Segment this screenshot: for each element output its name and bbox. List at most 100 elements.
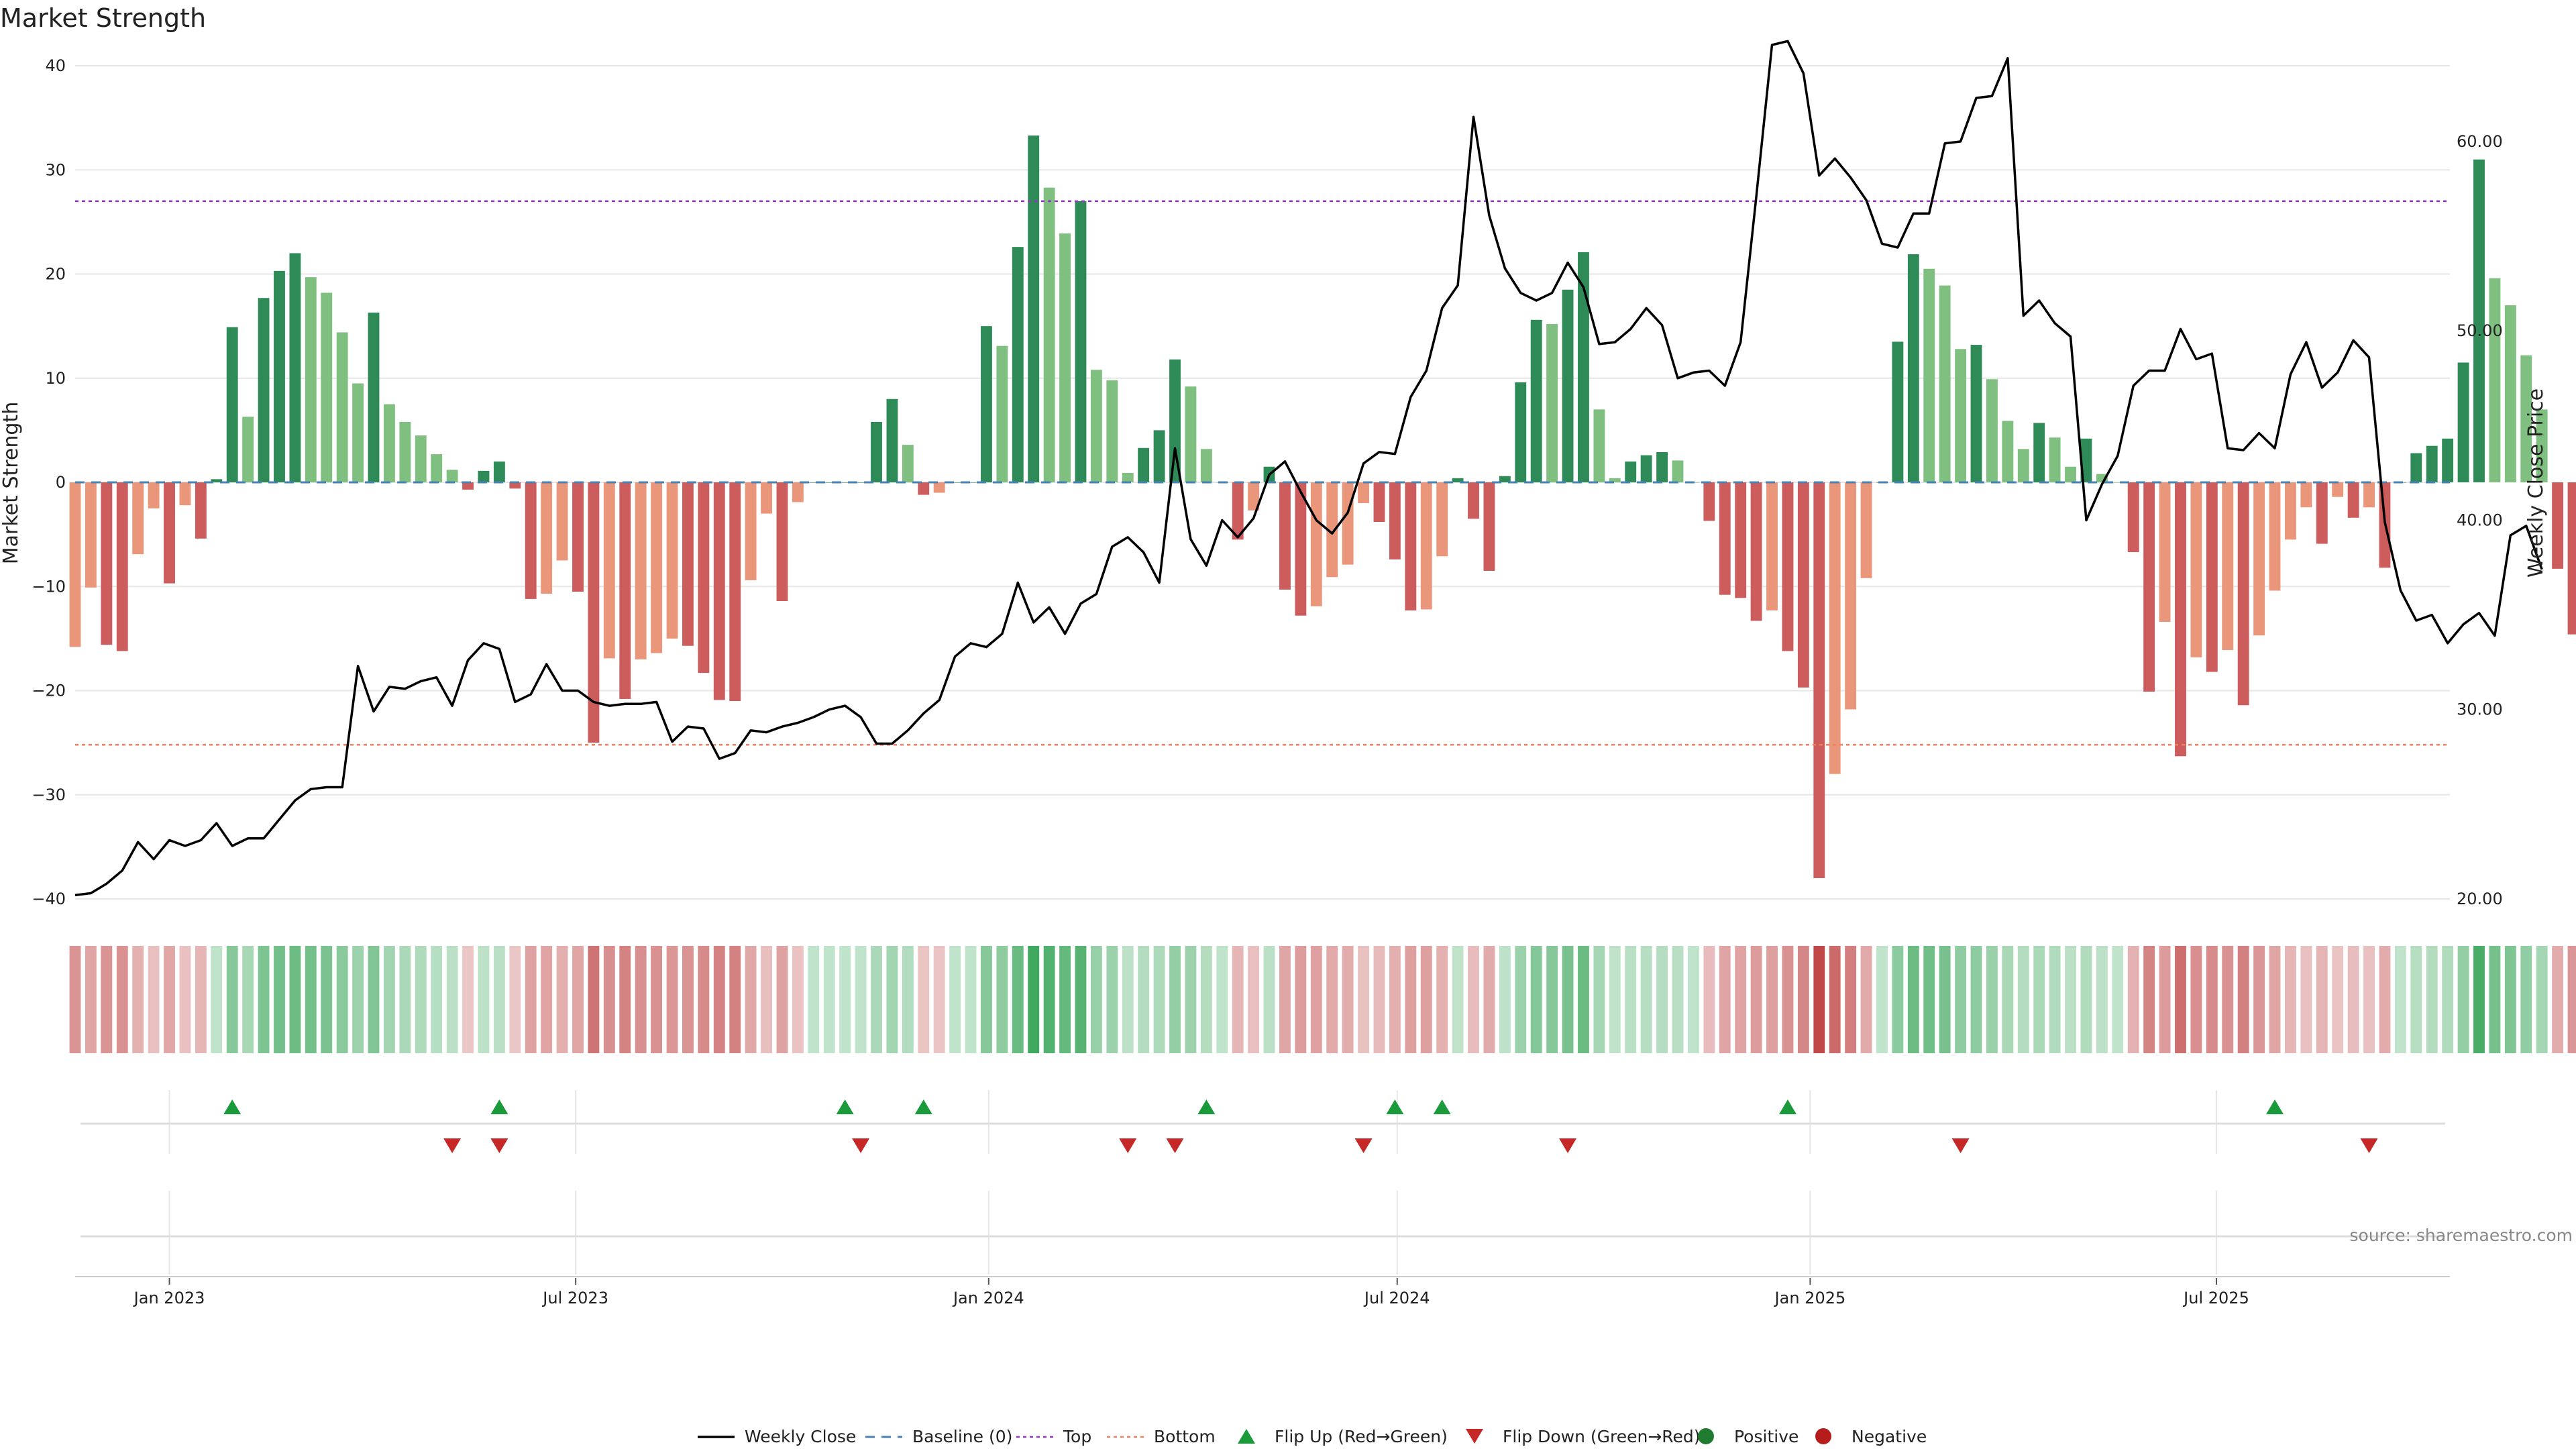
heat-cell [258, 946, 270, 1053]
strength-bar [2269, 482, 2281, 591]
y2-tick-label: 40.00 [2457, 511, 2503, 529]
strength-bar [446, 470, 458, 482]
heat-cell [1310, 946, 1322, 1053]
strength-bar [2175, 482, 2186, 757]
heat-cell [415, 946, 427, 1053]
heat-cell [698, 946, 710, 1053]
strength-bar [2316, 482, 2328, 544]
strength-bar [2332, 482, 2344, 497]
strength-bar [148, 482, 160, 508]
strength-bar [981, 326, 992, 482]
strength-bar [2426, 445, 2438, 482]
strength-bar [902, 445, 914, 482]
heat-cell [949, 946, 961, 1053]
heat-cell [1263, 946, 1275, 1053]
strength-bar [164, 482, 175, 584]
heat-cell [368, 946, 380, 1053]
heat-cell [116, 946, 128, 1053]
heat-cell [619, 946, 631, 1053]
strength-bar [1640, 455, 1652, 482]
strength-bar [792, 482, 804, 502]
legend-label: Top [1063, 1427, 1091, 1446]
x-tick-label: Jul 2023 [541, 1289, 608, 1307]
heat-cell [965, 946, 977, 1053]
strength-bar [2033, 423, 2045, 482]
strength-bar [462, 482, 474, 490]
heat-cell [2394, 946, 2406, 1053]
strength-bar [2457, 362, 2469, 482]
strength-bar [493, 461, 505, 482]
weekly-close-series [74, 40, 2543, 897]
heat-cell [2222, 946, 2234, 1053]
heat-cell [1436, 946, 1448, 1053]
positive-swatch [1698, 1428, 1714, 1444]
legend-item: Flip Up (Red→Green) [1238, 1427, 1448, 1446]
heat-cell [1043, 946, 1055, 1053]
heat-cell [431, 946, 443, 1053]
heat-cell [1970, 946, 1982, 1053]
y2-tick-label: 50.00 [2457, 321, 2503, 340]
heat-cell [1452, 946, 1464, 1053]
strength-bar [1310, 482, 1322, 606]
strength-bar [556, 482, 568, 561]
strength-bar [2410, 453, 2422, 482]
strength-bar [1373, 482, 1385, 522]
strength-bar [1955, 349, 1967, 482]
y2-tick-label: 30.00 [2457, 700, 2503, 719]
heat-cell [1326, 946, 1338, 1053]
heat-cell [2253, 946, 2265, 1053]
heat-cell [2347, 946, 2359, 1053]
heat-cell [1860, 946, 1872, 1053]
heat-cell [2033, 946, 2045, 1053]
heat-cell [101, 946, 113, 1053]
strength-bar [1279, 482, 1291, 590]
heat-cell [493, 946, 505, 1053]
y2-tick-label: 20.00 [2457, 890, 2503, 908]
strength-bar [242, 417, 254, 482]
heat-cell [164, 946, 175, 1053]
strength-bar [399, 421, 411, 482]
strength-bar [1483, 482, 1495, 571]
heat-cell [603, 946, 615, 1053]
strength-bar [2222, 482, 2234, 650]
heat-cell [1248, 946, 1260, 1053]
strength-bar [1389, 482, 1401, 559]
y-axis-label: Market Strength [0, 402, 23, 564]
strength-bar [2504, 305, 2516, 482]
strength-bar [1797, 482, 1809, 688]
strength-bar [2442, 438, 2454, 482]
legend: Weekly Close Baseline (0) Top Bottom Flip Up… [698, 1427, 1927, 1446]
heat-cell [1892, 946, 1904, 1053]
heat-cell [1719, 946, 1731, 1053]
strength-bar [1656, 451, 1668, 482]
strength-bar [69, 482, 81, 647]
strength-bar [918, 482, 930, 495]
flip-up-marker [836, 1099, 854, 1114]
heat-cell [1059, 946, 1071, 1053]
strength-bar [1295, 482, 1307, 616]
legend-label: Flip Down (Green→Red) [1503, 1427, 1701, 1446]
heat-cell [713, 946, 725, 1053]
y2-axis-label: Weekly Close Price [2524, 388, 2548, 578]
strength-bar [2002, 421, 2014, 482]
heat-cell [211, 946, 223, 1053]
left-axis-ticks: 40 30 20 10 0 −10 −20 −30 −40 [32, 56, 66, 908]
strength-bar [1405, 482, 1417, 610]
strength-bar [1750, 482, 1762, 621]
flip-up-marker [1197, 1099, 1216, 1114]
strength-bar [1153, 430, 1165, 482]
flip-up-marker [914, 1099, 932, 1114]
heat-cell [2175, 946, 2186, 1053]
strength-bar [761, 482, 772, 514]
heat-cell [2332, 946, 2344, 1053]
strength-bar [1939, 285, 1951, 482]
heat-cell [1876, 946, 1888, 1053]
strength-bar [1326, 482, 1338, 578]
heat-cell [541, 946, 553, 1053]
heat-cell [2489, 946, 2501, 1053]
strength-bar [1515, 382, 1527, 482]
strength-bar [603, 482, 615, 659]
strength-bar [651, 482, 663, 653]
source-text: source: sharemaestro.com [2350, 1226, 2573, 1245]
strength-bar [1766, 482, 1778, 610]
